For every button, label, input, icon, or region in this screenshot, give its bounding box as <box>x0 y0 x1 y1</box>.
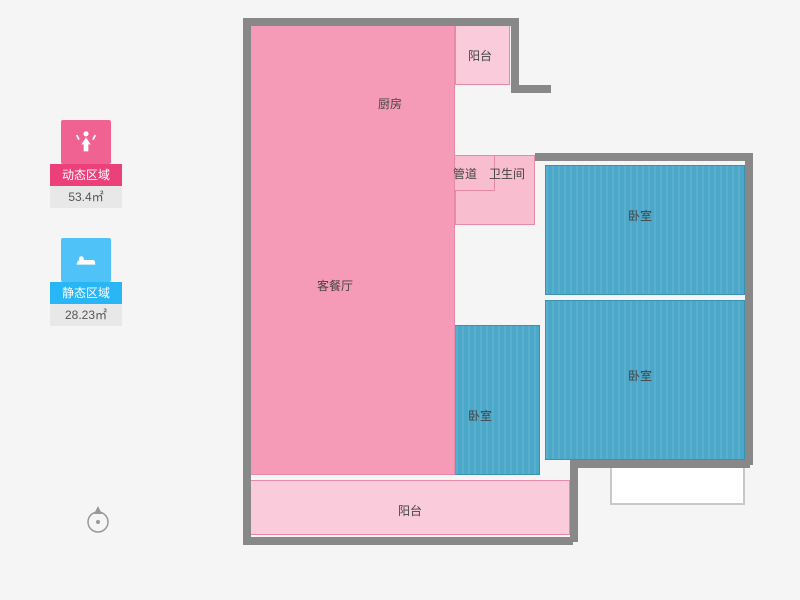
room-balcony_n <box>455 25 510 85</box>
legend-static-value: 28.23㎡ <box>50 304 122 326</box>
floorplan: 客餐厅厨房阳台管道卫生间卧室卧室卧室阳台 <box>235 15 770 590</box>
legend-static-label: 静态区域 <box>50 282 122 304</box>
wall <box>570 460 750 468</box>
room-balcony_s <box>250 480 570 535</box>
legend-dynamic-value: 53.4㎡ <box>50 186 122 208</box>
room-bed_ne <box>545 165 745 295</box>
sleep-icon <box>61 238 111 282</box>
wall <box>570 460 578 542</box>
room-bed_e <box>545 300 745 460</box>
legend-dynamic-label: 动态区域 <box>50 164 122 186</box>
people-icon <box>61 120 111 164</box>
wall <box>745 153 753 465</box>
wall <box>243 18 251 543</box>
room-living <box>250 25 455 475</box>
wall <box>243 537 573 545</box>
legend-static: 静态区域 28.23㎡ <box>50 238 122 326</box>
compass-icon <box>80 500 116 536</box>
legend: 动态区域 53.4㎡ 静态区域 28.23㎡ <box>50 120 122 356</box>
wall <box>511 18 519 88</box>
legend-dynamic: 动态区域 53.4㎡ <box>50 120 122 208</box>
wall <box>243 18 513 26</box>
wall <box>535 153 750 161</box>
room-balcony_se <box>610 465 745 505</box>
wall <box>511 85 551 93</box>
